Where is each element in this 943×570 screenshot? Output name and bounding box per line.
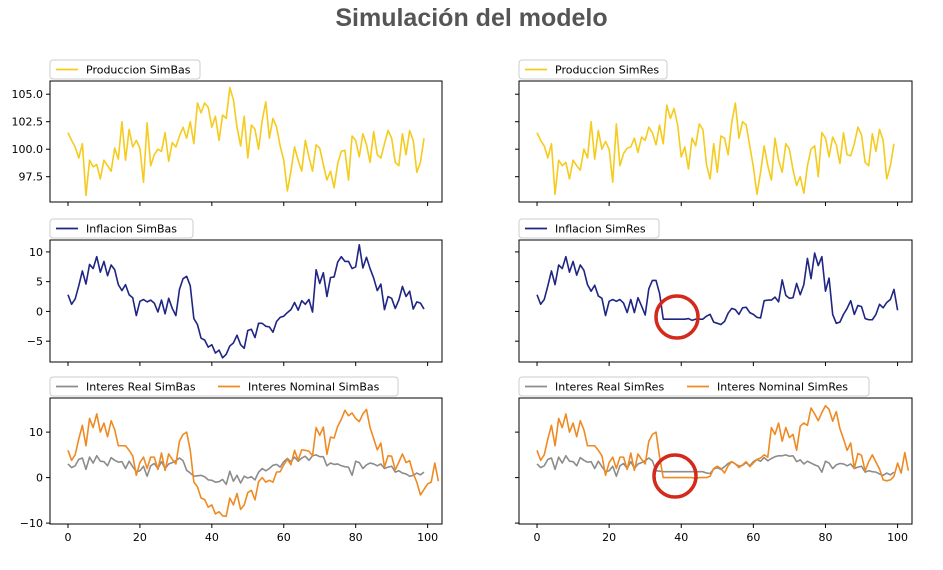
series-line-infl-simres-0 [536,252,899,326]
x-tick-label: 20 [602,531,616,544]
x-tick-label: 60 [277,531,291,544]
x-tick-label: 0 [64,531,71,544]
legend-label: Inflacion SimBas [86,223,177,236]
x-tick-label: 40 [205,531,219,544]
legend-label: Inflacion SimRes [555,223,646,236]
axes-frame [518,397,913,525]
chart-panel-prod-simbas: 97.5 100.0 102.5 105.0 Produccion SimBas [12,59,443,206]
highlight-circle-interes [652,453,698,499]
series-line-interes-simres-1 [536,404,910,482]
highlight-circle-inflacion [654,294,700,340]
legend-box [518,59,668,80]
axes-frame [49,397,443,525]
y-tick-label: 105.0 [12,88,44,101]
y-tick-label: 10 [29,426,43,439]
series-line-interes-simres-0 [536,454,895,478]
series-line-prod-simres-0 [536,102,895,196]
legend: Interes Real SimRes Interes Nominal SimRe… [518,376,870,397]
series-line-interes-simbas-0 [67,454,425,486]
chart-panel-prod-simres: Produccion SimRes [515,59,913,206]
x-tick-label: 60 [746,531,760,544]
x-tick-label: 80 [818,531,832,544]
y-tick-label: 0 [36,472,43,485]
series-line-infl-simbas-0 [67,243,425,359]
x-tick-label: 100 [417,531,438,544]
legend: Produccion SimBas [49,59,201,80]
page-title: Simulación del modelo [335,4,608,32]
x-tick-label: 100 [887,531,908,544]
legend-label: Interes Nominal SimRes [717,381,848,394]
chart-panel-infl-simres: Inflacion SimRes [515,218,913,366]
axes-frame [49,80,443,203]
y-tick-label: 97.5 [19,171,44,184]
legend-label: Produccion SimBas [86,64,191,77]
legend: Inflacion SimBas [49,218,194,239]
y-tick-label: 0 [36,305,43,318]
legend-box [518,218,660,239]
y-tick-label: −5 [27,335,43,348]
x-tick-label: 20 [133,531,147,544]
legend-label: Interes Real SimBas [86,381,196,394]
series-line-prod-simbas-0 [67,86,425,197]
x-tick-label: 80 [349,531,363,544]
y-tick-label: 5 [36,276,43,289]
x-tick-label: 40 [674,531,688,544]
legend: Interes Real SimBas Interes Nominal SimBa… [49,376,399,397]
series-line-interes-simbas-1 [67,408,440,518]
axes-frame [49,239,443,363]
legend: Produccion SimRes [518,59,668,80]
legend-label: Interes Real SimRes [555,381,664,394]
legend-box [49,218,194,239]
legend-label: Interes Nominal SimBas [248,381,380,394]
axes-frame [518,239,913,363]
y-tick-label: −10 [20,517,43,530]
legend: Inflacion SimRes [518,218,660,239]
x-tick-label: 0 [534,531,541,544]
chart-panel-interes-simres: 0 20 40 60 80 100 Interes Real SimRes Interes N… [515,376,913,544]
legend-label: Produccion SimRes [555,64,659,77]
legend-box [49,59,201,80]
axes-frame [518,80,913,203]
y-tick-label: 10 [29,246,43,259]
y-tick-label: 102.5 [12,116,44,129]
chart-panel-infl-simbas: −5 0 5 10 Inflacion SimBas [27,218,443,366]
y-tick-label: 100.0 [12,143,44,156]
